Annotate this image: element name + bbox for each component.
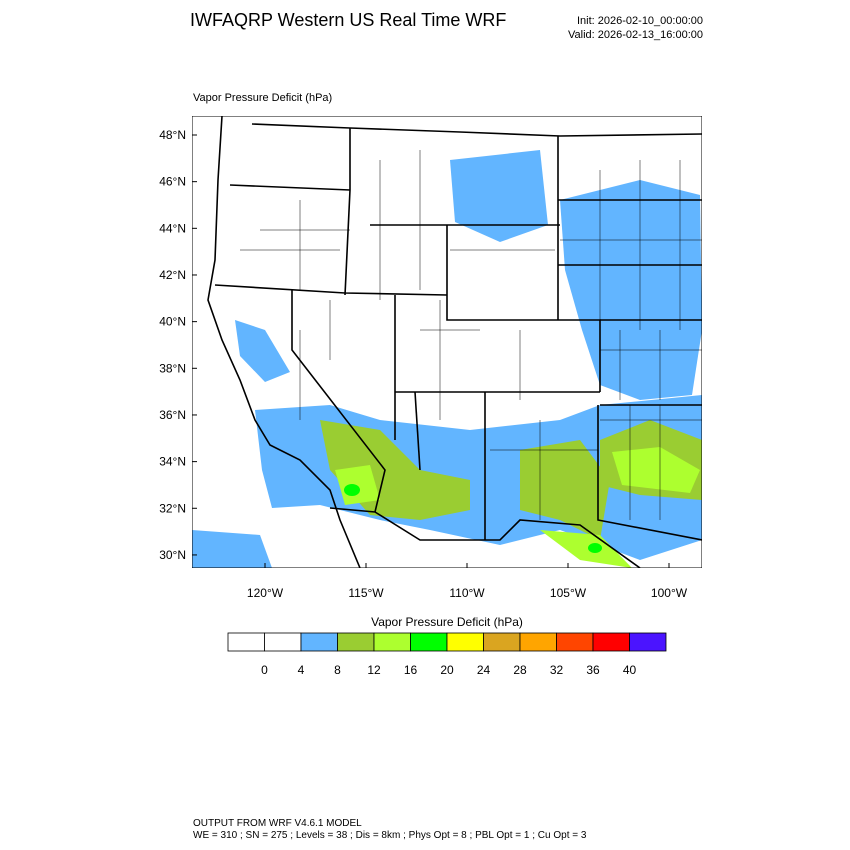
colorbar-label: 40 bbox=[623, 663, 637, 677]
lat-tick-label: 34°N bbox=[159, 455, 186, 469]
colorbar-label: 32 bbox=[550, 663, 564, 677]
colorbar-box bbox=[483, 632, 521, 652]
lat-tick-label: 42°N bbox=[159, 268, 186, 282]
colorbar-label: 20 bbox=[440, 663, 454, 677]
lon-tick-label: 110°W bbox=[449, 586, 485, 600]
lon-axis: 120°W 115°W 110°W 105°W 100°W bbox=[247, 563, 688, 600]
colorbar-title: Vapor Pressure Deficit (hPa) bbox=[371, 615, 523, 629]
vpd-region bbox=[520, 440, 610, 540]
colorbar-box bbox=[337, 632, 375, 652]
colorbar-box bbox=[264, 632, 302, 652]
valid-time: Valid: 2026-02-13_16:00:00 bbox=[568, 29, 703, 41]
state-borders bbox=[207, 116, 702, 568]
colorbar-label: 28 bbox=[513, 663, 527, 677]
vpd-region bbox=[235, 320, 290, 382]
vpd-region bbox=[612, 447, 700, 493]
lat-tick-label: 46°N bbox=[159, 175, 186, 189]
colorbar-label: 0 bbox=[261, 663, 268, 677]
lon-tick-label: 105°W bbox=[550, 586, 587, 600]
init-time: Init: 2026-02-10_00:00:00 bbox=[577, 15, 703, 27]
footer-line: WE = 310 ; SN = 275 ; Levels = 38 ; Dis … bbox=[193, 830, 587, 841]
colorbar-label: 16 bbox=[404, 663, 418, 677]
colorbar-box bbox=[556, 632, 594, 652]
colorbar-box bbox=[592, 632, 630, 652]
panel-label: Vapor Pressure Deficit (hPa) bbox=[193, 92, 332, 104]
colorbar-label: 24 bbox=[477, 663, 491, 677]
footer-line: OUTPUT FROM WRF V4.6.1 MODEL bbox=[193, 818, 362, 829]
vpd-region bbox=[540, 530, 632, 568]
lat-tick-label: 36°N bbox=[159, 408, 186, 422]
title: IWFAQRP Western US Real Time WRF bbox=[190, 10, 506, 30]
lat-tick-label: 38°N bbox=[159, 361, 186, 375]
lat-tick-label: 30°N bbox=[159, 548, 186, 562]
colorbar-label: 8 bbox=[334, 663, 341, 677]
map bbox=[192, 116, 702, 568]
lon-tick-label: 115°W bbox=[348, 586, 384, 600]
lat-tick-label: 48°N bbox=[159, 128, 186, 142]
vpd-region bbox=[560, 180, 702, 400]
colorbar-box bbox=[410, 632, 448, 652]
vpd-region bbox=[450, 150, 548, 242]
lat-tick-label: 32°N bbox=[159, 501, 186, 515]
colorbar-box bbox=[300, 632, 338, 652]
vpd-region bbox=[588, 543, 602, 553]
lon-tick-label: 120°W bbox=[247, 586, 284, 600]
colorbar: 0 4 8 12 16 20 24 28 32 36 40 bbox=[227, 632, 667, 677]
lon-tick-label: 100°W bbox=[651, 586, 688, 600]
colorbar-label: 4 bbox=[298, 663, 305, 677]
colorbar-box bbox=[629, 632, 667, 652]
colorbar-box bbox=[227, 632, 265, 652]
lat-axis: 48°N 46°N 44°N 42°N 40°N 38°N 36°N 34°N 32°N 30°N bbox=[159, 128, 197, 562]
county-lines bbox=[240, 150, 702, 520]
lat-tick-label: 44°N bbox=[159, 221, 186, 235]
colorbar-box bbox=[446, 632, 484, 652]
colorbar-label: 36 bbox=[586, 663, 600, 677]
colorbar-box bbox=[519, 632, 557, 652]
vpd-region bbox=[344, 484, 360, 496]
lat-tick-label: 40°N bbox=[159, 315, 186, 329]
colorbar-box bbox=[373, 632, 411, 652]
colorbar-label: 12 bbox=[367, 663, 381, 677]
vpd-region bbox=[335, 465, 380, 505]
vpd-region bbox=[192, 530, 272, 568]
